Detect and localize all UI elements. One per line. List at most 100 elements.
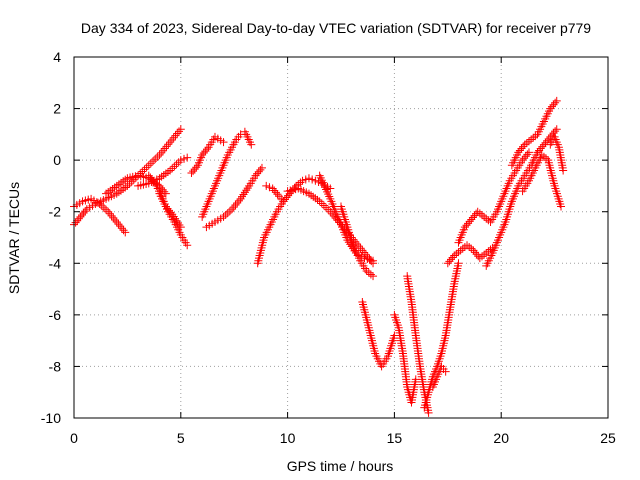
- data-point: [144, 161, 153, 170]
- data-point-fill: [157, 148, 166, 157]
- data-point-fill: [522, 138, 531, 147]
- data-point-fill: [180, 154, 189, 163]
- data-point-fill: [221, 210, 230, 219]
- data-point-fill: [79, 209, 88, 218]
- data-point-fill: [159, 171, 168, 180]
- data-point-fill: [520, 154, 529, 163]
- data-point-fill: [366, 270, 375, 279]
- series-5: [155, 189, 185, 232]
- data-point: [480, 212, 489, 221]
- data-point-fill: [159, 146, 167, 155]
- data-point: [557, 202, 566, 211]
- x-tick-label: 5: [177, 430, 185, 446]
- data-point-fill: [190, 165, 199, 174]
- data-point: [279, 197, 288, 206]
- data-point-fill: [256, 165, 265, 174]
- data-point: [268, 184, 277, 193]
- data-point: [155, 174, 164, 183]
- x-tick-label: 15: [387, 430, 403, 446]
- data-point-fill: [535, 146, 544, 155]
- data-point-fill: [465, 217, 474, 226]
- data-point-fill: [202, 145, 211, 154]
- data-point-fill: [105, 209, 114, 218]
- data-point-fill: [110, 183, 119, 192]
- data-point: [104, 207, 113, 216]
- series-20: [454, 148, 533, 247]
- data-point-fill: [165, 206, 174, 215]
- data-point-fill: [538, 142, 547, 151]
- data-point-fill: [470, 211, 479, 220]
- data-point: [362, 267, 371, 276]
- data-point: [166, 138, 175, 147]
- data-point: [524, 148, 533, 157]
- data-point-fill: [447, 255, 456, 264]
- y-tick-label: -8: [49, 358, 62, 374]
- data-point: [166, 166, 175, 175]
- data-point-fill: [102, 205, 111, 214]
- data-point: [463, 241, 472, 250]
- data-point: [520, 140, 529, 149]
- data-point: [454, 259, 463, 268]
- series-1: [70, 194, 130, 237]
- data-point-fill: [119, 185, 128, 194]
- data-point-fill: [171, 214, 180, 223]
- data-point-fill: [486, 245, 495, 254]
- data-point: [219, 138, 228, 147]
- data-point-fill: [477, 252, 486, 261]
- data-point-fill: [464, 219, 473, 228]
- data-point-fill: [163, 204, 172, 213]
- data-point-fill: [471, 248, 480, 257]
- data-point: [176, 156, 185, 165]
- data-point-fill: [482, 214, 491, 223]
- series-21: [482, 125, 561, 270]
- series-23: [518, 150, 566, 211]
- data-point-fill: [169, 212, 178, 221]
- data-point-fill: [536, 144, 545, 153]
- series-24: [546, 132, 568, 175]
- data-point-fill: [160, 144, 169, 153]
- data-point-fill: [243, 184, 252, 193]
- x-tick-label: 25: [600, 430, 616, 446]
- data-point-fill: [539, 152, 548, 161]
- data-point-fill: [163, 168, 172, 177]
- data-point-fill: [253, 169, 262, 178]
- data-point-fill: [142, 163, 151, 172]
- data-point-fill: [324, 205, 333, 214]
- data-point-fill: [97, 201, 106, 210]
- data-point-fill: [114, 188, 123, 197]
- data-point-fill: [73, 216, 82, 225]
- data-point-fill: [549, 100, 558, 109]
- data-point-fill: [127, 177, 136, 186]
- data-point: [112, 181, 121, 190]
- y-axis-label: SDTVAR / TECUs: [6, 182, 22, 294]
- data-point: [546, 104, 555, 113]
- data-point: [236, 194, 245, 203]
- data-point-fill: [477, 211, 486, 220]
- data-point-fill: [106, 186, 115, 195]
- y-tick-label: 0: [53, 152, 61, 168]
- data-point-fill: [114, 180, 123, 189]
- series-6: [198, 127, 256, 221]
- data-point: [304, 189, 313, 198]
- data-point-fill: [121, 175, 130, 184]
- data-point: [304, 174, 313, 183]
- data-point-fill: [521, 152, 530, 161]
- data-point-fill: [445, 257, 454, 266]
- data-point-fill: [153, 153, 162, 162]
- data-point-fill: [171, 131, 180, 140]
- data-point-fill: [364, 268, 373, 277]
- data-point-fill: [225, 207, 234, 216]
- data-point-fill: [161, 169, 170, 178]
- data-point-fill: [116, 186, 125, 195]
- data-point: [298, 176, 307, 185]
- data-point-fill: [282, 193, 291, 202]
- data-point: [456, 246, 465, 255]
- data-point-fill: [541, 138, 550, 147]
- data-point-fill: [116, 222, 125, 231]
- data-point-fill: [172, 160, 181, 169]
- data-point-fill: [160, 187, 169, 196]
- data-point-fill: [229, 203, 238, 212]
- data-point-fill: [284, 191, 293, 200]
- data-point-fill: [146, 173, 155, 182]
- data-point-fill: [116, 178, 125, 187]
